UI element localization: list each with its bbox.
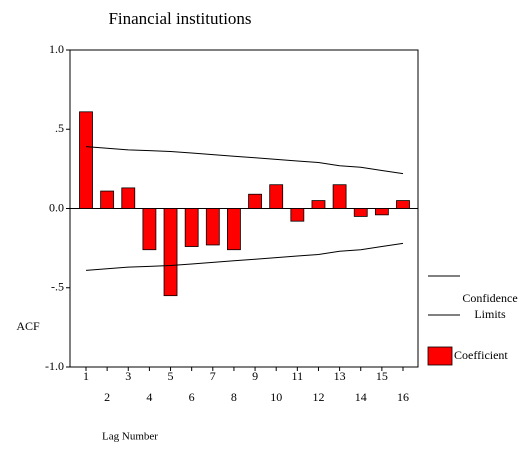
x-tick-label: 4 [146, 390, 152, 404]
bar [163, 208, 178, 297]
x-tick-label: 12 [312, 390, 324, 404]
bar [311, 200, 326, 209]
x-tick-label: 13 [334, 369, 346, 383]
bar [396, 200, 410, 209]
y-tick-label: -.5 [51, 280, 64, 294]
y-axis-label: ACF [16, 319, 40, 333]
confidence-line [85, 146, 404, 175]
bar [269, 184, 284, 209]
x-tick-label: 14 [355, 390, 367, 404]
bar [332, 184, 347, 209]
bar [100, 190, 115, 209]
y-tick-label: -1.0 [45, 359, 64, 373]
x-tick-label: 11 [292, 369, 304, 383]
x-tick-label: 15 [376, 369, 388, 383]
bar [374, 208, 389, 216]
y-tick-label: 0.0 [49, 200, 64, 214]
x-tick-label: 10 [270, 390, 282, 404]
x-tick-label: 9 [252, 369, 258, 383]
bar [248, 193, 262, 209]
legend-label: Confidence Limits [462, 291, 518, 321]
bar [205, 208, 220, 246]
bar [353, 208, 368, 217]
bar [79, 111, 93, 209]
x-tick-label: 2 [104, 390, 110, 404]
x-tick-label: 1 [83, 369, 89, 383]
x-tick-label: 16 [397, 390, 409, 404]
x-tick-label: 7 [210, 369, 216, 383]
legend-swatch [427, 346, 453, 366]
bar [121, 187, 136, 209]
legend-label: Coefficient [454, 348, 508, 362]
x-axis-label: Lag Number [102, 431, 158, 443]
bar [290, 208, 305, 222]
x-tick-label: 3 [125, 369, 131, 383]
x-tick-label: 5 [168, 369, 174, 383]
bar [184, 208, 199, 247]
confidence-line [85, 242, 404, 271]
bar [227, 208, 241, 251]
chart-title: Financial institutions [108, 9, 251, 28]
y-tick-label: 1.0 [49, 42, 64, 56]
bar [142, 208, 157, 251]
x-tick-label: 8 [231, 390, 237, 404]
x-tick-label: 6 [189, 390, 195, 404]
y-tick-label: .5 [55, 121, 64, 135]
